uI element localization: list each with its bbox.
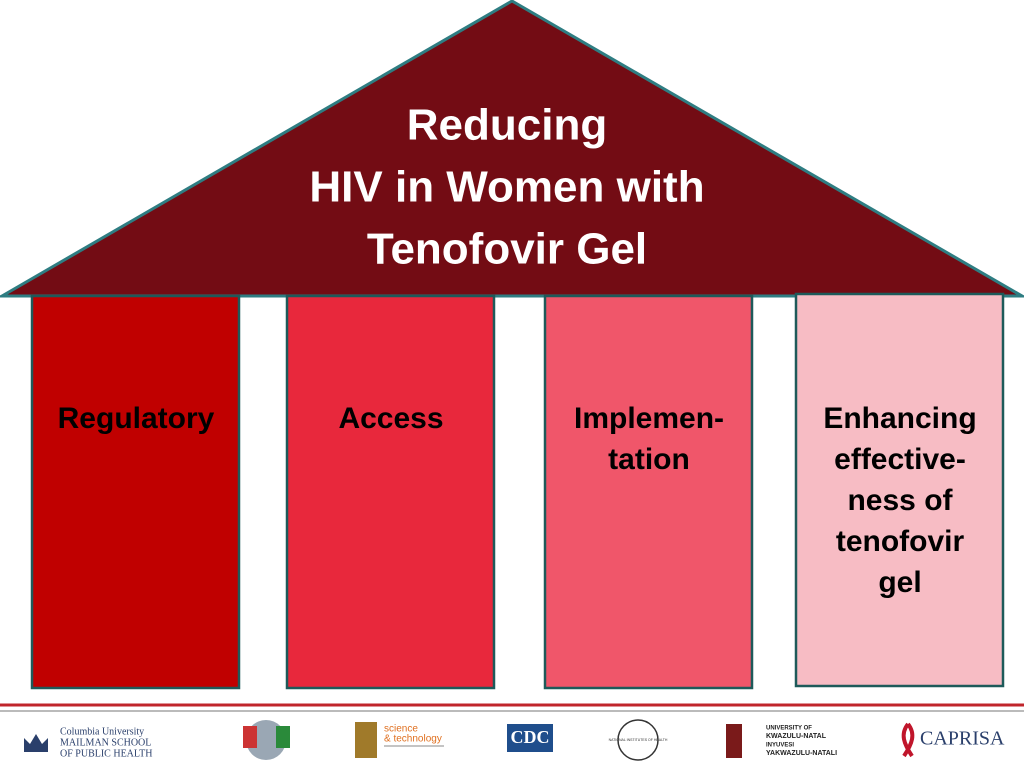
logo-columbia: Columbia University MAILMAN SCHOOL OF PU… xyxy=(24,726,152,759)
pillar-label: effective- xyxy=(834,443,966,476)
logo-text: CAPRISA xyxy=(920,728,1005,750)
title-line: Tenofovir Gel xyxy=(367,225,647,274)
logo-text: NATIONAL INSTITUTES OF HEALTH xyxy=(609,738,668,742)
logo-ukzn: UNIVERSITY OF KWAZULU-NATAL INYUVESI YAK… xyxy=(726,724,837,758)
logo-nih: NATIONAL INSTITUTES OF HEALTH xyxy=(609,719,668,761)
flag-icon xyxy=(276,726,290,748)
logo-text: CDC xyxy=(511,727,550,747)
shield-icon xyxy=(726,724,742,758)
pillar-label: ness of xyxy=(847,484,953,517)
crest-icon xyxy=(355,722,377,758)
pillar xyxy=(30,294,241,690)
logo-dst: science & technology xyxy=(355,722,444,758)
roof xyxy=(0,0,1024,298)
logo-flags xyxy=(243,720,290,760)
flag-icon xyxy=(243,726,257,748)
logo-text: OF PUBLIC HEALTH xyxy=(60,748,152,759)
crown-icon xyxy=(24,734,48,752)
pillar-label: Enhancing xyxy=(823,402,976,435)
logo-text: INYUVESI xyxy=(766,743,794,749)
logo-text: MAILMAN SCHOOL xyxy=(60,737,151,748)
pillar-label: tenofovir xyxy=(836,525,965,558)
logo-cdc: CDC xyxy=(507,724,553,752)
pillar-label: Regulatory xyxy=(58,402,215,435)
logo-text: KWAZULU-NATAL xyxy=(766,733,827,740)
pillar-label: tation xyxy=(608,443,690,476)
logo-text: & technology xyxy=(384,734,442,745)
logo-text: UNIVERSITY OF xyxy=(766,726,812,732)
logo-text: science xyxy=(384,724,418,735)
nih-ring xyxy=(617,719,659,761)
pillar-label: Access xyxy=(338,402,443,435)
cdc-box xyxy=(507,724,553,752)
pillar xyxy=(285,294,496,690)
logo-text: Columbia University xyxy=(60,726,144,737)
title-line: Reducing xyxy=(407,101,607,150)
pillar-label: gel xyxy=(878,566,921,599)
pillar-label: Implemen- xyxy=(574,402,724,435)
ribbon-icon xyxy=(901,722,915,758)
logo-caprisa: CAPRISA xyxy=(901,722,1005,758)
pillar xyxy=(543,294,754,690)
logo-text: YAKWAZULU-NATALI xyxy=(766,750,837,757)
title-line: HIV in Women with xyxy=(309,163,704,212)
pillar xyxy=(794,292,1005,688)
